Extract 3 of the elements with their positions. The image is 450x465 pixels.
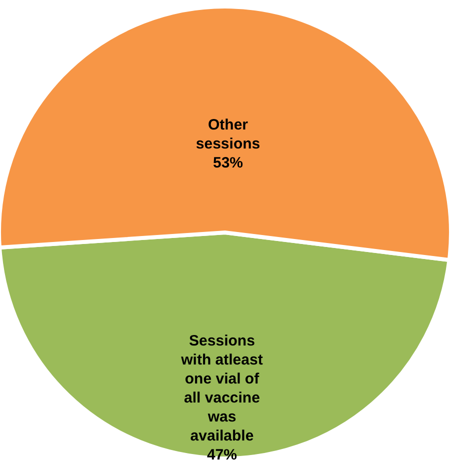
data-label: 53% <box>213 154 244 172</box>
slice-label: Other sessions <box>196 116 260 153</box>
slice-label: Sessions with atleast one vial of all vaccine was available <box>180 332 263 444</box>
